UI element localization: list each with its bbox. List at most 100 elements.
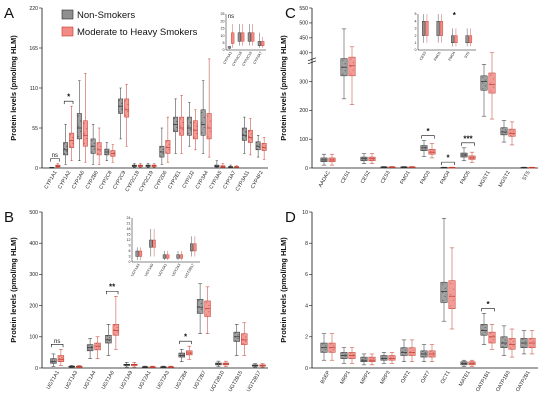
sample-dot (97, 148, 99, 150)
sample-dot (242, 342, 244, 345)
box-body (348, 56, 356, 77)
sample-dot (127, 103, 129, 105)
box-smokers-aadac (328, 153, 336, 166)
sample-dot (69, 133, 71, 136)
sample-dot (430, 151, 432, 153)
sample-dot (61, 356, 63, 358)
box-body (428, 149, 436, 155)
x-tick-label-d: OAT2 (400, 370, 412, 384)
sample-dot (187, 353, 189, 356)
box-non-smokers-ugt1a4 (86, 338, 94, 359)
sample-dot (91, 139, 93, 141)
box-body (480, 324, 488, 336)
box-body (408, 347, 416, 356)
inset-y-tick-label: 0 (223, 48, 225, 52)
sample-dot (90, 345, 92, 348)
sample-dot (452, 166, 454, 169)
sample-dot (524, 344, 526, 346)
sample-dot (51, 362, 53, 364)
inset-significance-label: * (453, 11, 457, 20)
sample-dot (352, 356, 354, 358)
x-tick-label-c: FMO4 (439, 170, 451, 186)
sample-dot (344, 356, 346, 358)
x-tick-label-c: CES3 (380, 170, 392, 185)
y-axis-title-c: Protein levels (pmol/mg HLM) (279, 35, 288, 141)
box-smokers-oct1 (448, 247, 456, 330)
y-tick-label-c: 400 (299, 51, 308, 57)
sample-dot (124, 107, 126, 109)
x-tick-label-b: UGT1A1 (46, 370, 61, 391)
sample-dot (532, 166, 534, 169)
sample-dot (125, 363, 127, 365)
sample-dot (372, 157, 374, 159)
sample-dot (422, 145, 424, 147)
sample-dot (77, 365, 79, 367)
sample-dot (330, 159, 332, 161)
sample-dot (382, 166, 384, 168)
box-non-smokers-ugt2b15 (233, 324, 240, 356)
box-non-smokers-mgst2 (500, 120, 508, 143)
sample-dot (390, 355, 392, 357)
box-non-smokers-oatp2b1 (520, 330, 528, 355)
y-axis-title-d: Protein levels (pmol/mg HLM) (279, 237, 288, 343)
panel-letter-d: D (285, 209, 296, 226)
sample-dot (502, 346, 504, 348)
sample-dot (330, 343, 332, 345)
sample-dot (182, 353, 184, 355)
inset-y-tick-label: 5 (415, 12, 417, 16)
inset-box (152, 239, 156, 248)
sample-dot (198, 305, 200, 307)
box-smokers-oatp2b1 (528, 330, 536, 355)
significance-label: *** (463, 134, 473, 143)
x-tick-label-c: FMO3 (419, 170, 431, 186)
sample-dot (322, 159, 324, 161)
box-non-smokers-oct1 (440, 217, 448, 322)
y-tick-label-c: 100 (299, 137, 308, 143)
sample-dot (470, 157, 472, 159)
sample-dot (522, 346, 524, 348)
sample-dot (69, 145, 71, 147)
sample-dot (470, 155, 472, 157)
x-tick-label-b: UGT2B15 (227, 370, 244, 393)
sample-dot (106, 341, 108, 343)
sample-dot (424, 148, 426, 150)
box-body (488, 72, 496, 94)
sample-dot (482, 333, 484, 335)
sample-dot (148, 164, 150, 167)
box-body (261, 143, 267, 151)
significance-bracket (461, 142, 475, 146)
sample-dot (173, 129, 175, 131)
box-non-smokers-cyp2b6 (90, 124, 96, 165)
sample-dot (482, 324, 484, 326)
box-body (105, 334, 112, 344)
sample-dot (242, 138, 244, 140)
panel-d: 0 2 4 6 8 10 Protein levels (pmol/mg HLM) BSEP M… (279, 210, 538, 393)
sample-dot (169, 366, 171, 368)
box-smokers-ces2 (368, 153, 376, 164)
box-body (179, 116, 185, 136)
box-body (488, 331, 496, 344)
sample-dot (237, 338, 239, 340)
sample-dot (98, 344, 100, 346)
sample-dot (502, 337, 504, 339)
y-tick-label-b: 400 (29, 241, 38, 247)
sample-dot (424, 354, 426, 356)
sample-dot (187, 118, 189, 120)
sample-dot (70, 365, 72, 367)
inset-box (189, 243, 194, 252)
legend-swatch-smokers (61, 26, 74, 37)
sample-dot (490, 90, 492, 92)
sample-dot (322, 160, 324, 162)
sample-dot (510, 135, 512, 137)
sample-dot (193, 121, 195, 124)
sample-dot (472, 362, 474, 364)
sample-dot (217, 165, 219, 167)
box-smokers-ugt2a3 (167, 365, 175, 368)
inset-significance-label: ns (228, 14, 234, 20)
panel-letter-a: A (4, 5, 14, 22)
sample-dot (72, 136, 74, 139)
box-smokers-oatp1b3 (508, 328, 516, 358)
sample-dot (208, 305, 210, 307)
